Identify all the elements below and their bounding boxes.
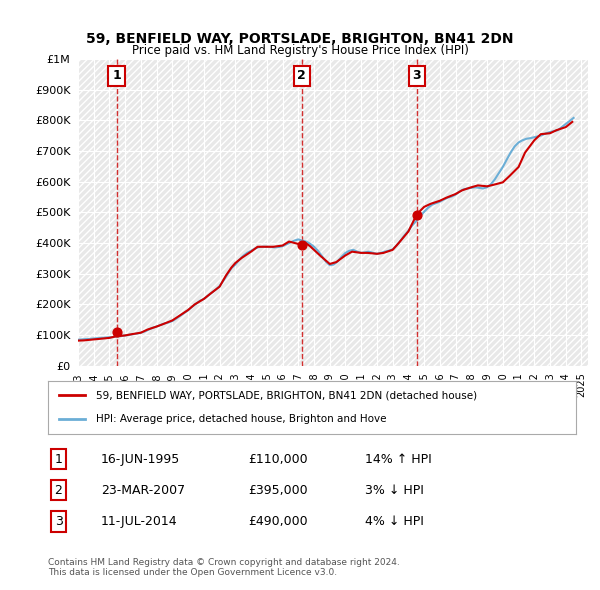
Text: Contains HM Land Registry data © Crown copyright and database right 2024.
This d: Contains HM Land Registry data © Crown c… — [48, 558, 400, 577]
Text: 14% ↑ HPI: 14% ↑ HPI — [365, 453, 431, 466]
Text: 59, BENFIELD WAY, PORTSLADE, BRIGHTON, BN41 2DN: 59, BENFIELD WAY, PORTSLADE, BRIGHTON, B… — [86, 32, 514, 47]
Text: 1: 1 — [112, 70, 121, 83]
Text: £395,000: £395,000 — [248, 484, 308, 497]
Point — [297, 240, 307, 250]
Text: 3: 3 — [412, 70, 421, 83]
Text: 4% ↓ HPI: 4% ↓ HPI — [365, 515, 424, 528]
Text: 2: 2 — [55, 484, 62, 497]
Point — [112, 327, 121, 337]
Text: £490,000: £490,000 — [248, 515, 308, 528]
Point — [412, 211, 421, 220]
Text: 3: 3 — [55, 515, 62, 528]
Text: HPI: Average price, detached house, Brighton and Hove: HPI: Average price, detached house, Brig… — [95, 414, 386, 424]
Text: £110,000: £110,000 — [248, 453, 308, 466]
Text: 2: 2 — [298, 70, 306, 83]
Text: 11-JUL-2014: 11-JUL-2014 — [101, 515, 178, 528]
Text: 59, BENFIELD WAY, PORTSLADE, BRIGHTON, BN41 2DN (detached house): 59, BENFIELD WAY, PORTSLADE, BRIGHTON, B… — [95, 391, 476, 401]
Text: 3% ↓ HPI: 3% ↓ HPI — [365, 484, 424, 497]
Text: 1: 1 — [55, 453, 62, 466]
Text: Price paid vs. HM Land Registry's House Price Index (HPI): Price paid vs. HM Land Registry's House … — [131, 44, 469, 57]
Text: 16-JUN-1995: 16-JUN-1995 — [101, 453, 180, 466]
Text: 23-MAR-2007: 23-MAR-2007 — [101, 484, 185, 497]
